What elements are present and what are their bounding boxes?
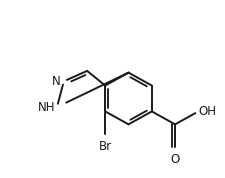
Text: Br: Br <box>98 140 111 153</box>
Text: O: O <box>170 153 179 166</box>
Text: OH: OH <box>198 105 216 118</box>
Text: N: N <box>52 75 60 88</box>
Text: NH: NH <box>38 101 55 114</box>
